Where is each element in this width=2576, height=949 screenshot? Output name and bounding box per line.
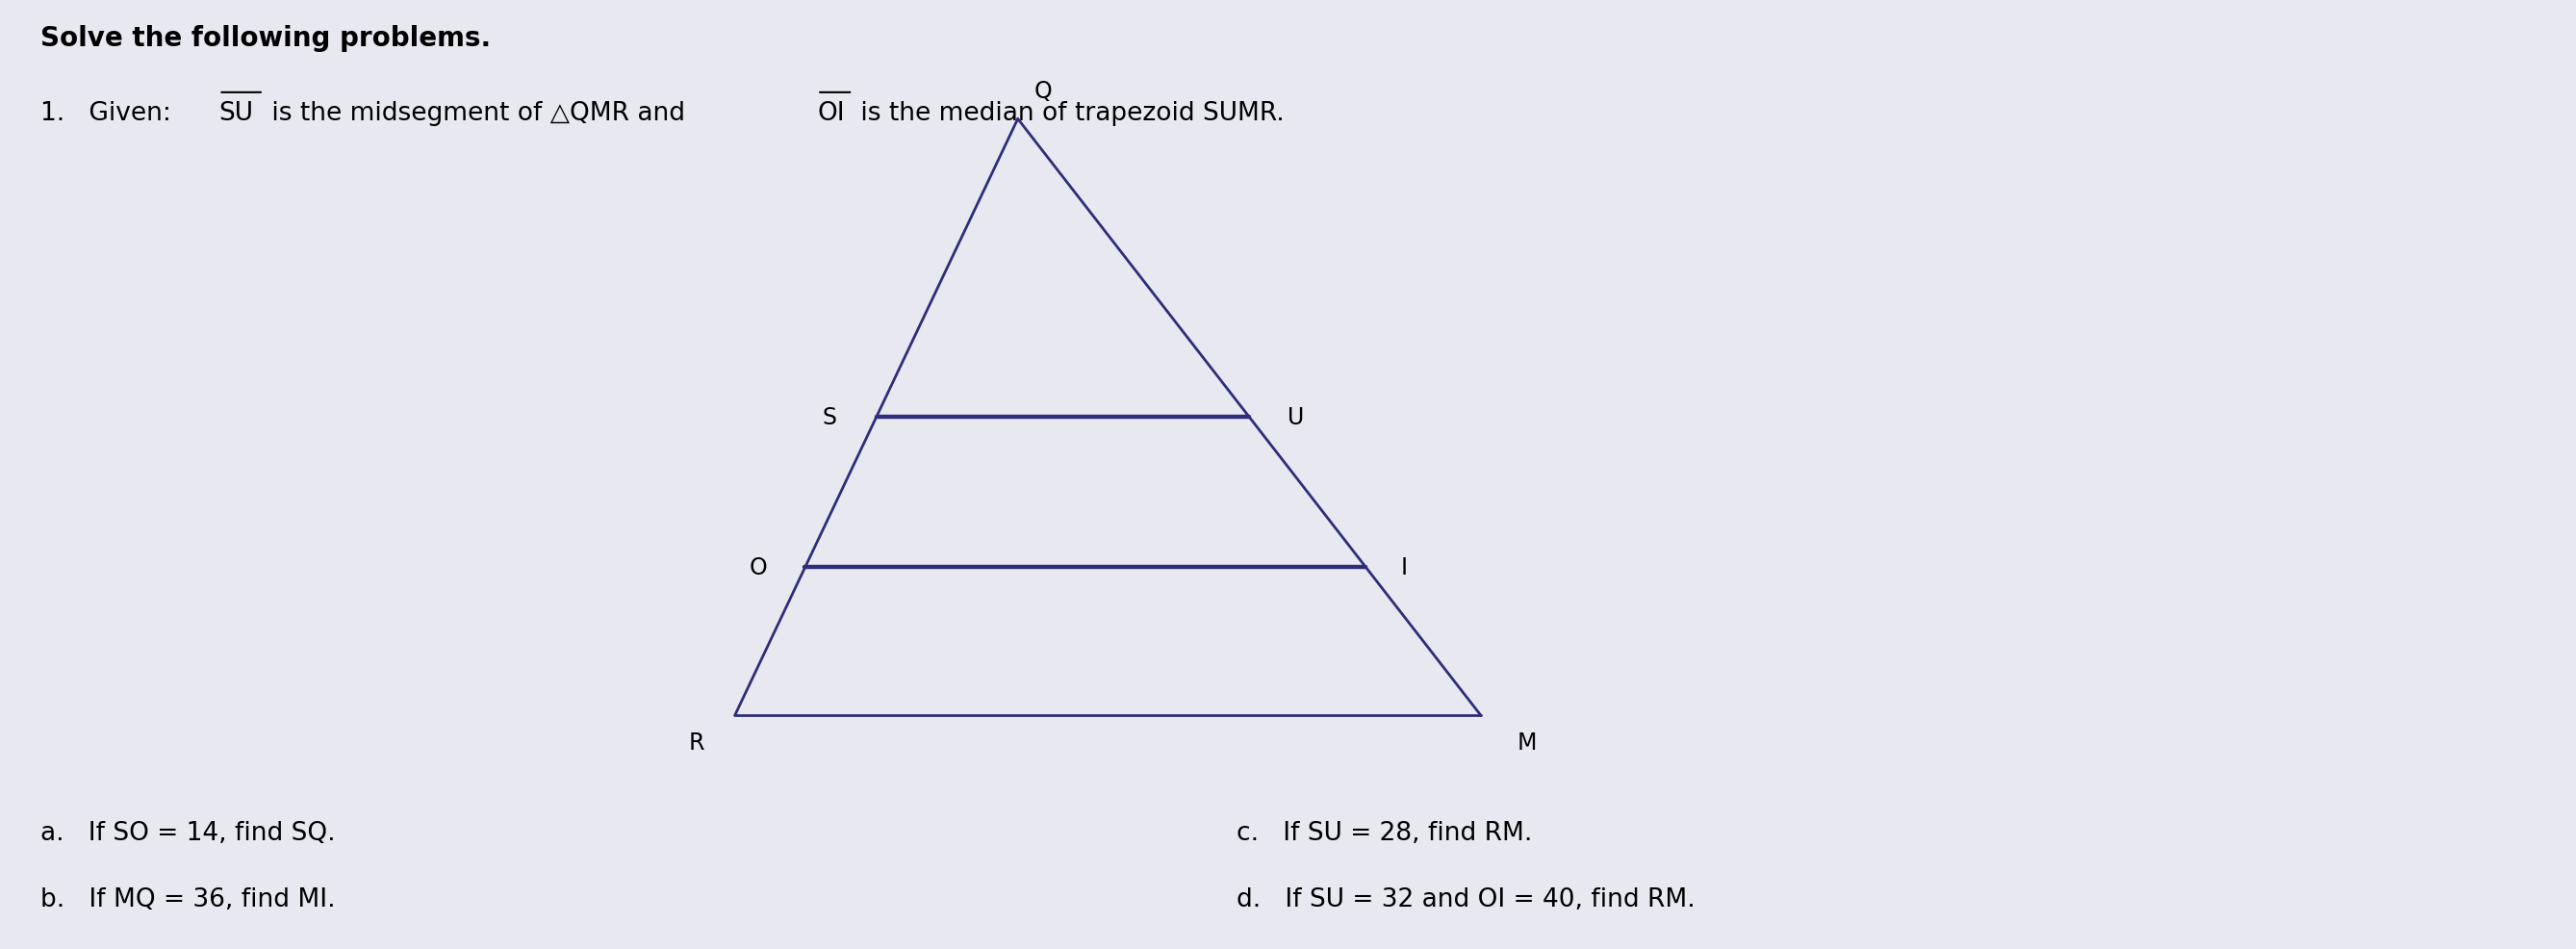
Text: R: R bbox=[688, 731, 703, 754]
Text: I: I bbox=[1401, 556, 1406, 579]
Text: c.   If SU = 28, find RM.: c. If SU = 28, find RM. bbox=[1236, 820, 1533, 845]
Text: is the midsegment of △QMR and: is the midsegment of △QMR and bbox=[263, 101, 693, 125]
Text: SU: SU bbox=[219, 101, 252, 125]
Text: M: M bbox=[1517, 731, 1538, 754]
Text: b.   If MQ = 36, find MI.: b. If MQ = 36, find MI. bbox=[41, 886, 335, 911]
Text: U: U bbox=[1288, 406, 1303, 429]
Text: is the median of trapezoid SUMR.: is the median of trapezoid SUMR. bbox=[853, 101, 1285, 125]
Text: S: S bbox=[822, 406, 837, 429]
Text: Solve the following problems.: Solve the following problems. bbox=[41, 25, 489, 52]
Text: d.   If SU = 32 and OI = 40, find RM.: d. If SU = 32 and OI = 40, find RM. bbox=[1236, 886, 1695, 911]
Text: Q: Q bbox=[1036, 80, 1054, 102]
Text: O: O bbox=[750, 556, 768, 579]
Text: a.   If SO = 14, find SQ.: a. If SO = 14, find SQ. bbox=[41, 820, 335, 845]
Text: OI: OI bbox=[817, 101, 845, 125]
Text: 1.   Given:: 1. Given: bbox=[41, 101, 178, 125]
